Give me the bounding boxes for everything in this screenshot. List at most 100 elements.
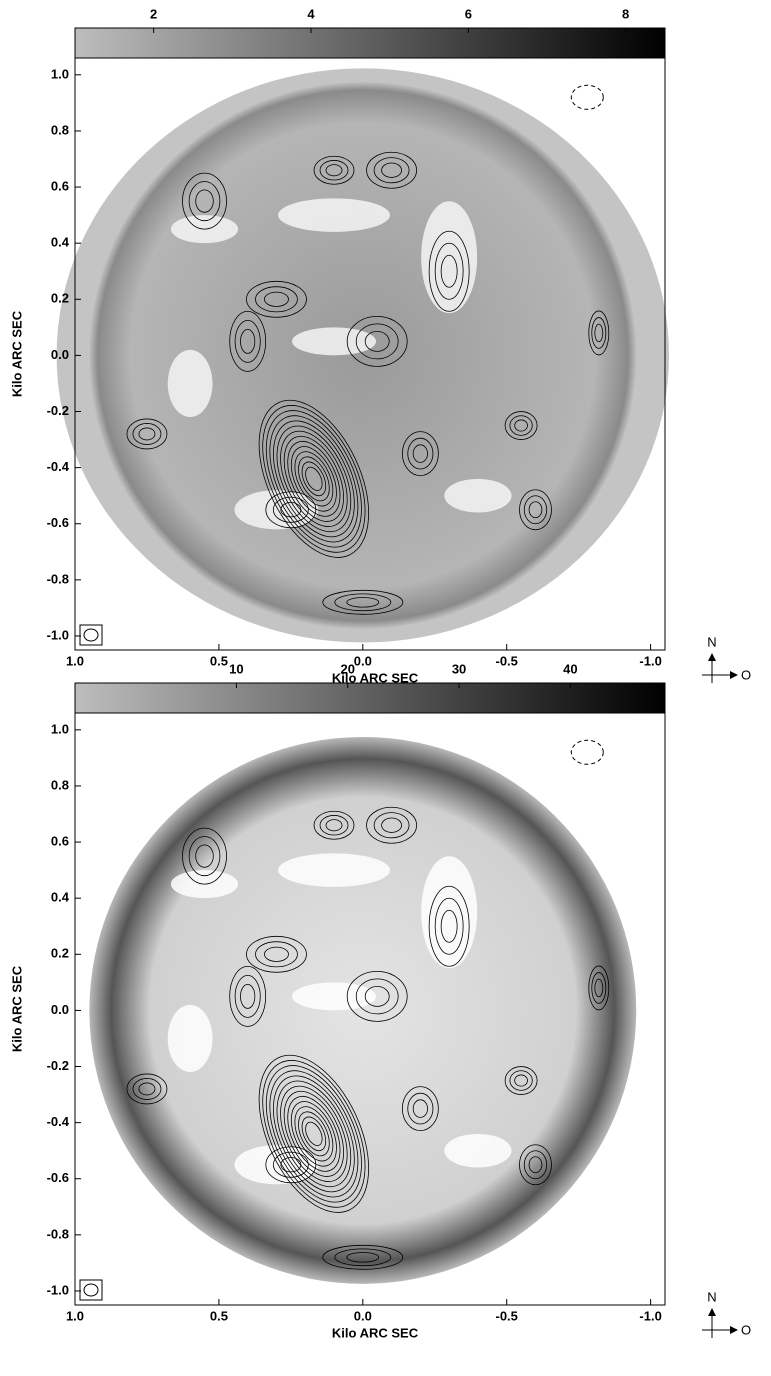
contour bbox=[272, 1151, 309, 1178]
contour bbox=[381, 817, 402, 833]
contour bbox=[519, 489, 552, 531]
y-tick-label: 0.4 bbox=[51, 890, 70, 905]
contour bbox=[294, 451, 334, 507]
y-tick-label: 0.4 bbox=[51, 235, 70, 250]
y-tick-label: -0.4 bbox=[47, 1114, 70, 1129]
contour bbox=[509, 1070, 533, 1091]
y-tick-label: -0.6 bbox=[47, 515, 69, 530]
contour bbox=[504, 1066, 538, 1095]
beam bbox=[83, 1283, 99, 1297]
y-tick-label: -0.2 bbox=[47, 403, 69, 418]
contour bbox=[280, 430, 348, 527]
contour bbox=[264, 946, 289, 962]
x-tick-label: -0.5 bbox=[496, 653, 518, 668]
x-tick-label: 1.0 bbox=[66, 653, 84, 668]
y-tick-label: -1.0 bbox=[47, 627, 69, 642]
contour bbox=[346, 970, 408, 1022]
contour bbox=[346, 597, 380, 608]
contour bbox=[401, 1086, 439, 1132]
contour bbox=[346, 1252, 380, 1263]
contour bbox=[280, 502, 302, 518]
x-tick-label: 1.0 bbox=[66, 1308, 84, 1323]
colorbar-tick-label: 6 bbox=[465, 6, 472, 21]
plot-frame bbox=[74, 712, 666, 1306]
colorbar-tick-label: 10 bbox=[229, 661, 243, 676]
contour-negative bbox=[570, 84, 604, 110]
y-tick-label: 0.8 bbox=[51, 777, 69, 792]
contour bbox=[334, 593, 392, 612]
contour bbox=[240, 983, 256, 1009]
x-axis-label: Kilo ARC SEC bbox=[332, 670, 419, 685]
contour bbox=[440, 909, 458, 943]
solar-disk bbox=[89, 81, 637, 629]
contour bbox=[287, 441, 341, 517]
compass-arrow bbox=[730, 671, 738, 679]
contour bbox=[126, 418, 168, 450]
y-tick-label: -0.4 bbox=[47, 459, 70, 474]
contour bbox=[301, 461, 327, 497]
contour bbox=[265, 491, 317, 529]
contour bbox=[262, 1060, 366, 1208]
x-tick-label: 0.0 bbox=[354, 653, 372, 668]
beam-box bbox=[79, 1279, 103, 1301]
compass-arrow bbox=[708, 1308, 716, 1316]
colorbar-tick-label: 40 bbox=[563, 661, 577, 676]
contour bbox=[319, 815, 349, 836]
beam-box bbox=[79, 624, 103, 646]
colorbar-tick-label: 2 bbox=[150, 6, 157, 21]
contour bbox=[240, 328, 256, 354]
y-tick-label: 0.2 bbox=[51, 946, 69, 961]
contour bbox=[381, 162, 402, 178]
beam bbox=[83, 628, 99, 642]
contour bbox=[280, 1157, 302, 1173]
contour bbox=[269, 415, 359, 543]
x-tick-label: 0.5 bbox=[210, 1308, 228, 1323]
contour bbox=[528, 1156, 543, 1174]
contour bbox=[287, 1096, 341, 1172]
y-tick-label: -0.8 bbox=[47, 1226, 69, 1241]
colorbar-tick-label: 4 bbox=[307, 6, 315, 21]
contour bbox=[364, 330, 390, 352]
contour bbox=[373, 812, 410, 839]
contour bbox=[364, 985, 390, 1007]
contour bbox=[428, 230, 470, 312]
contour bbox=[594, 323, 604, 343]
y-axis-label: Kilo ARC SEC bbox=[9, 310, 24, 397]
contour bbox=[523, 495, 548, 525]
contour bbox=[258, 399, 370, 558]
y-tick-label: 0.0 bbox=[51, 347, 69, 362]
contour bbox=[283, 1090, 344, 1177]
x-tick-label: 0.0 bbox=[354, 1308, 372, 1323]
contour bbox=[594, 978, 604, 998]
y-tick-label: 1.0 bbox=[51, 721, 69, 736]
contour bbox=[313, 810, 355, 840]
image-panel bbox=[75, 713, 665, 1305]
colorbar bbox=[74, 27, 666, 59]
colorbar-tick-label: 20 bbox=[341, 661, 355, 676]
contour bbox=[272, 496, 309, 523]
patch bbox=[421, 856, 478, 969]
contour bbox=[366, 151, 417, 189]
contour bbox=[258, 1054, 370, 1213]
x-axis-label: Kilo ARC SEC bbox=[332, 1325, 419, 1340]
contour bbox=[325, 819, 343, 832]
contour bbox=[298, 456, 330, 502]
compass-arrow bbox=[730, 1326, 738, 1334]
patch bbox=[292, 982, 377, 1011]
contour bbox=[265, 410, 362, 548]
contour bbox=[280, 1085, 348, 1182]
contour bbox=[428, 885, 470, 967]
contour bbox=[264, 291, 289, 307]
y-tick-label: 0.2 bbox=[51, 291, 69, 306]
solar-disk bbox=[89, 736, 637, 1284]
contour bbox=[591, 317, 607, 349]
x-tick-label: -1.0 bbox=[639, 1308, 661, 1323]
compass-north: N bbox=[707, 1289, 716, 1304]
contour bbox=[138, 1082, 156, 1096]
y-tick-label: 0.0 bbox=[51, 1002, 69, 1017]
contour bbox=[273, 1075, 355, 1193]
contour bbox=[322, 589, 404, 615]
contour bbox=[412, 1099, 428, 1118]
patch bbox=[444, 1133, 512, 1168]
